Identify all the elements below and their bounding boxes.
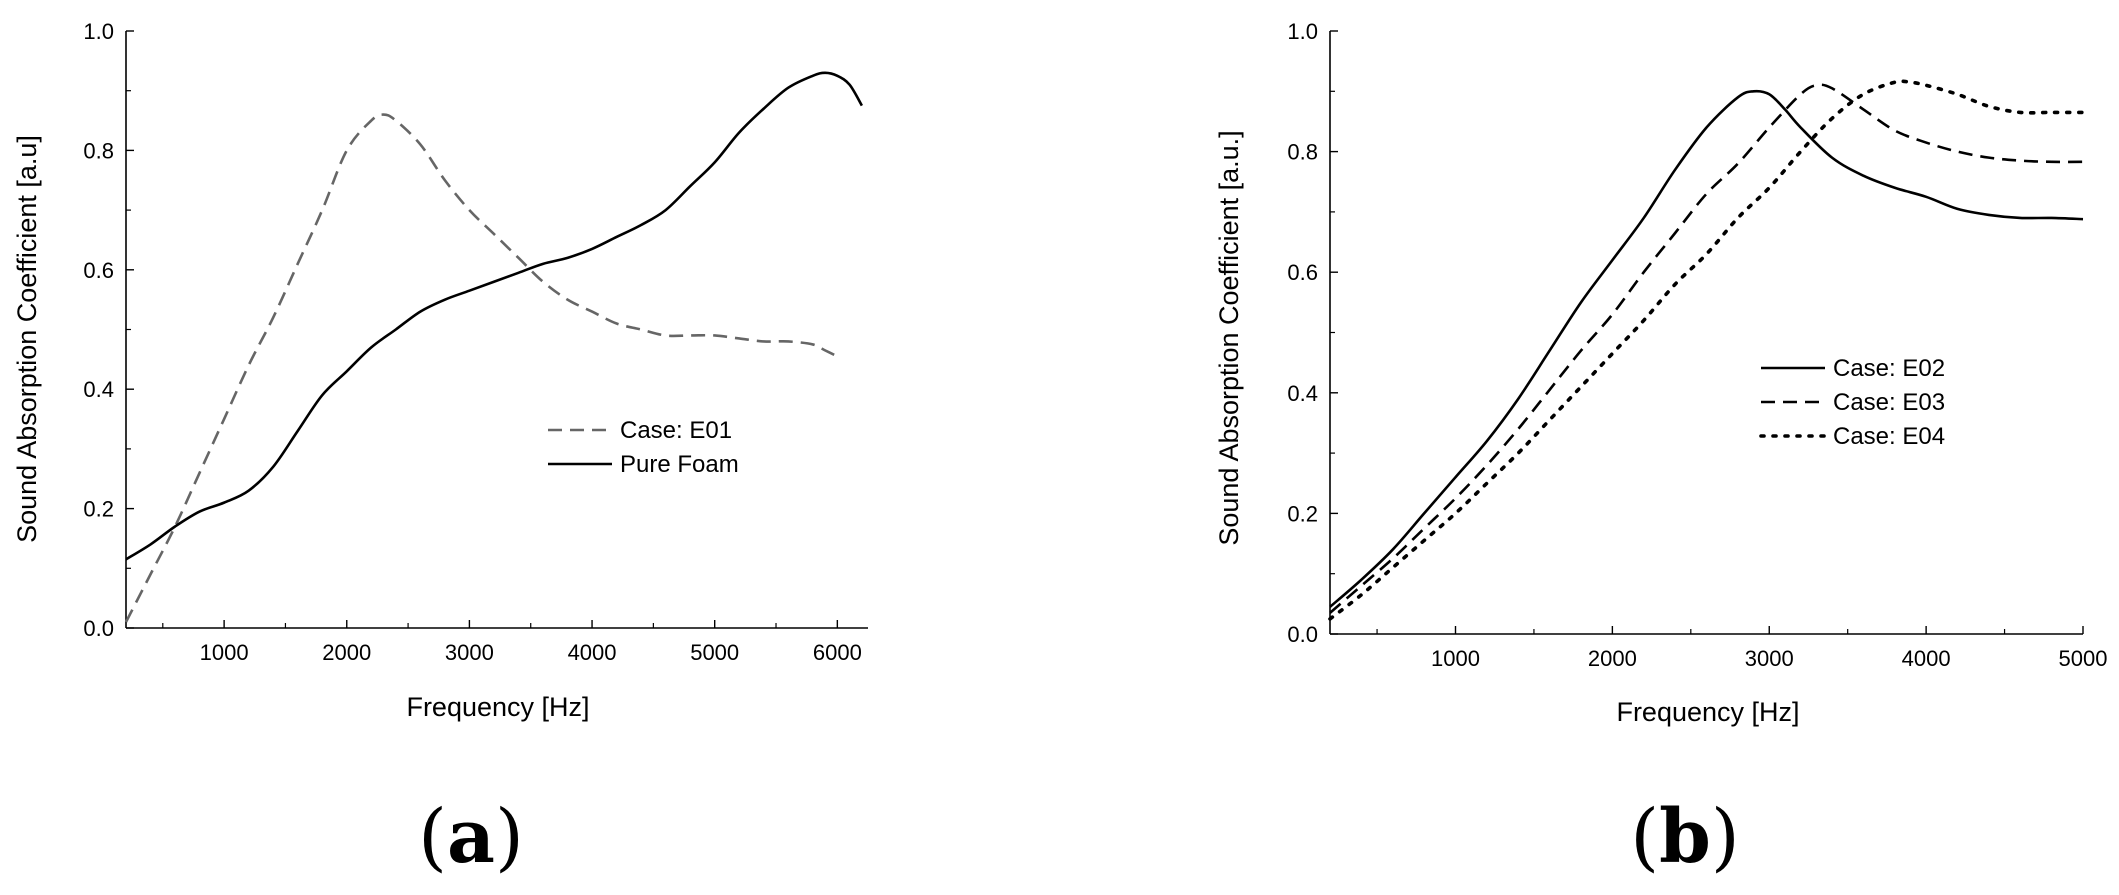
y-tick-label-b: 0.2 [1287,501,1318,526]
x-tick-label-b: 1000 [1431,646,1480,671]
x-axis-label-a: Frequency [Hz] [406,692,589,722]
x-tick-label-b: 5000 [2059,646,2108,671]
series-line-b-1 [1329,83,2084,614]
panel-label-b-letter: b [1659,794,1711,880]
panel-label-a-letter: a [447,794,495,880]
legend-label-b-0: Case: E02 [1833,355,1945,382]
x-tick-label-b: 2000 [1588,646,1637,671]
legend-b: Case: E02 Case: E03 Case: E04 [1759,355,1945,450]
axes-a [125,31,868,629]
series-layer-b [1328,79,2085,621]
series-line-a-0 [124,113,838,623]
panel-label-a-open: ( [418,794,447,880]
y-tick-label-a: 0.4 [83,377,114,402]
y-axis-label-a: Sound Absorption Coefficient [a.u] [12,135,42,543]
panel-label-b-close: ) [1711,794,1740,880]
axes-b [1329,31,2083,635]
series-line-b-2 [1328,79,2085,621]
x-tick-label-a: 6000 [813,640,862,665]
chart-panel-a: 1000 2000 3000 4000 5000 6000 0.0 0.2 0.4 0.6 0.8 1… [12,19,868,880]
panel-label-a: (a) [418,794,524,880]
legend-label-b-2: Case: E04 [1833,423,1945,450]
y-tick-label-b: 0.0 [1287,622,1318,647]
y-tick-label-b: 1.0 [1287,19,1318,44]
y-tick-label-a: 1.0 [83,19,114,44]
legend-a: Case: E01 Pure Foam [548,417,739,478]
y-tick-label-a: 0.8 [83,138,114,163]
y-tick-label-b: 0.8 [1287,140,1318,165]
x-axis-label-b: Frequency [Hz] [1616,697,1799,727]
y-tick-label-b: 0.6 [1287,260,1318,285]
x-tick-label-b: 4000 [1902,646,1951,671]
y-tick-label-a: 0.6 [83,258,114,283]
legend-label-b-1: Case: E03 [1833,389,1945,416]
ticks-a: 1000 2000 3000 4000 5000 6000 0.0 0.2 0.4 0.6 0.8 1… [83,19,861,665]
chart-panel-b: 1000 2000 3000 4000 5000 0.0 0.2 0.4 0.6 0.8 1.0 C… [1214,19,2107,880]
x-tick-label-a: 2000 [322,640,371,665]
ticks-b: 1000 2000 3000 4000 5000 0.0 0.2 0.4 0.6 0.8 1.0 [1287,19,2107,671]
panel-label-a-close: ) [495,794,524,880]
y-tick-label-a: 0.2 [83,497,114,522]
series-line-b-0 [1329,89,2084,608]
series-layer-a [124,71,863,623]
panel-label-b: (b) [1630,794,1740,880]
y-axis-label-b: Sound Absorption Coefficient [a.u.] [1214,130,1244,545]
y-tick-label-b: 0.4 [1287,381,1318,406]
x-tick-label-a: 4000 [568,640,617,665]
series-line-a-1 [125,71,863,561]
panel-label-b-open: ( [1630,794,1659,880]
legend-label-a-1: Pure Foam [620,451,739,478]
x-tick-label-a: 1000 [200,640,249,665]
x-tick-label-a: 3000 [445,640,494,665]
y-tick-label-a: 0.0 [83,616,114,641]
legend-label-a-0: Case: E01 [620,417,732,444]
x-tick-label-b: 3000 [1745,646,1794,671]
x-tick-label-a: 5000 [690,640,739,665]
